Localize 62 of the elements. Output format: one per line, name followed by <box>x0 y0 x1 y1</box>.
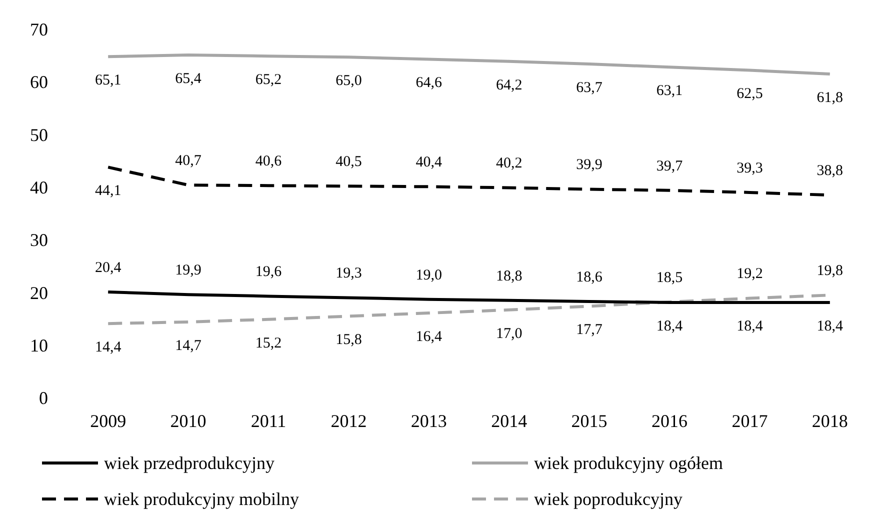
x-tick-label: 2010 <box>170 410 206 431</box>
data-label: 65,2 <box>255 72 282 88</box>
data-label: 18,6 <box>576 269 603 286</box>
legend-label: wiek produkcyjny ogółem <box>534 452 723 474</box>
data-label: 18,4 <box>816 318 844 334</box>
y-tick-label: 70 <box>30 20 48 40</box>
data-label: 63,1 <box>656 83 683 100</box>
data-label: 19,0 <box>416 267 442 284</box>
data-label: 18,4 <box>736 318 764 334</box>
x-tick-label: 2011 <box>250 410 286 431</box>
data-label: 62,5 <box>736 86 763 102</box>
x-tick-label: 2012 <box>330 410 367 431</box>
data-label: 15,2 <box>255 335 282 352</box>
data-label: 65,4 <box>175 70 202 87</box>
data-label: 19,8 <box>816 263 844 280</box>
data-label: 15,8 <box>336 332 362 348</box>
data-label: 19,6 <box>255 264 282 280</box>
data-label: 19,9 <box>175 262 202 279</box>
data-label: 17,7 <box>576 322 603 338</box>
data-label: 65,0 <box>336 73 362 90</box>
data-label: 64,2 <box>496 77 522 94</box>
data-label: 18,8 <box>496 268 522 284</box>
data-label: 39,7 <box>656 158 684 174</box>
data-label: 19,2 <box>736 266 763 282</box>
data-label: 40,2 <box>496 156 522 172</box>
data-label: 65,1 <box>94 72 122 89</box>
x-tick-label: 2016 <box>652 410 688 431</box>
data-label: 63,7 <box>576 80 603 96</box>
legend-label: wiek przedprodukcyjny <box>104 452 274 474</box>
data-label: 40,7 <box>175 153 202 170</box>
y-tick-label: 20 <box>30 282 48 303</box>
y-tick-label: 60 <box>30 72 48 92</box>
y-tick-label: 30 <box>30 230 48 250</box>
data-label: 40,4 <box>416 154 443 171</box>
y-tick-label: 40 <box>30 178 48 198</box>
x-tick-label: 2014 <box>491 410 528 431</box>
data-label: 17,0 <box>496 326 522 342</box>
data-label: 39,3 <box>736 160 763 176</box>
data-label: 16,4 <box>416 328 443 345</box>
data-label: 18,5 <box>656 270 683 286</box>
y-tick-label: 50 <box>30 124 48 145</box>
y-tick-label: 10 <box>30 335 48 356</box>
data-label: 19,3 <box>336 266 362 282</box>
x-tick-label: 2018 <box>812 410 848 431</box>
x-tick-label: 2015 <box>571 410 608 431</box>
data-label: 14,4 <box>94 340 122 356</box>
data-label: 38,8 <box>816 163 844 180</box>
data-label: 14,7 <box>175 338 202 354</box>
legend-label: wiek produkcyjny mobilny <box>104 488 299 510</box>
y-tick-label: 0 <box>39 388 48 408</box>
x-tick-label: 2009 <box>90 410 126 431</box>
data-label: 64,6 <box>416 75 443 92</box>
data-label: 40,5 <box>336 154 362 170</box>
x-tick-label: 2017 <box>732 410 768 431</box>
data-label: 39,9 <box>576 157 602 174</box>
data-label: 20,4 <box>94 260 122 276</box>
data-label: 40,6 <box>255 154 282 170</box>
data-label: 18,4 <box>656 318 684 334</box>
legend-label: wiek poprodukcyjny <box>534 488 682 510</box>
data-label: 44,1 <box>94 183 122 200</box>
data-label: 61,8 <box>816 90 844 106</box>
x-tick-label: 2013 <box>410 410 447 431</box>
